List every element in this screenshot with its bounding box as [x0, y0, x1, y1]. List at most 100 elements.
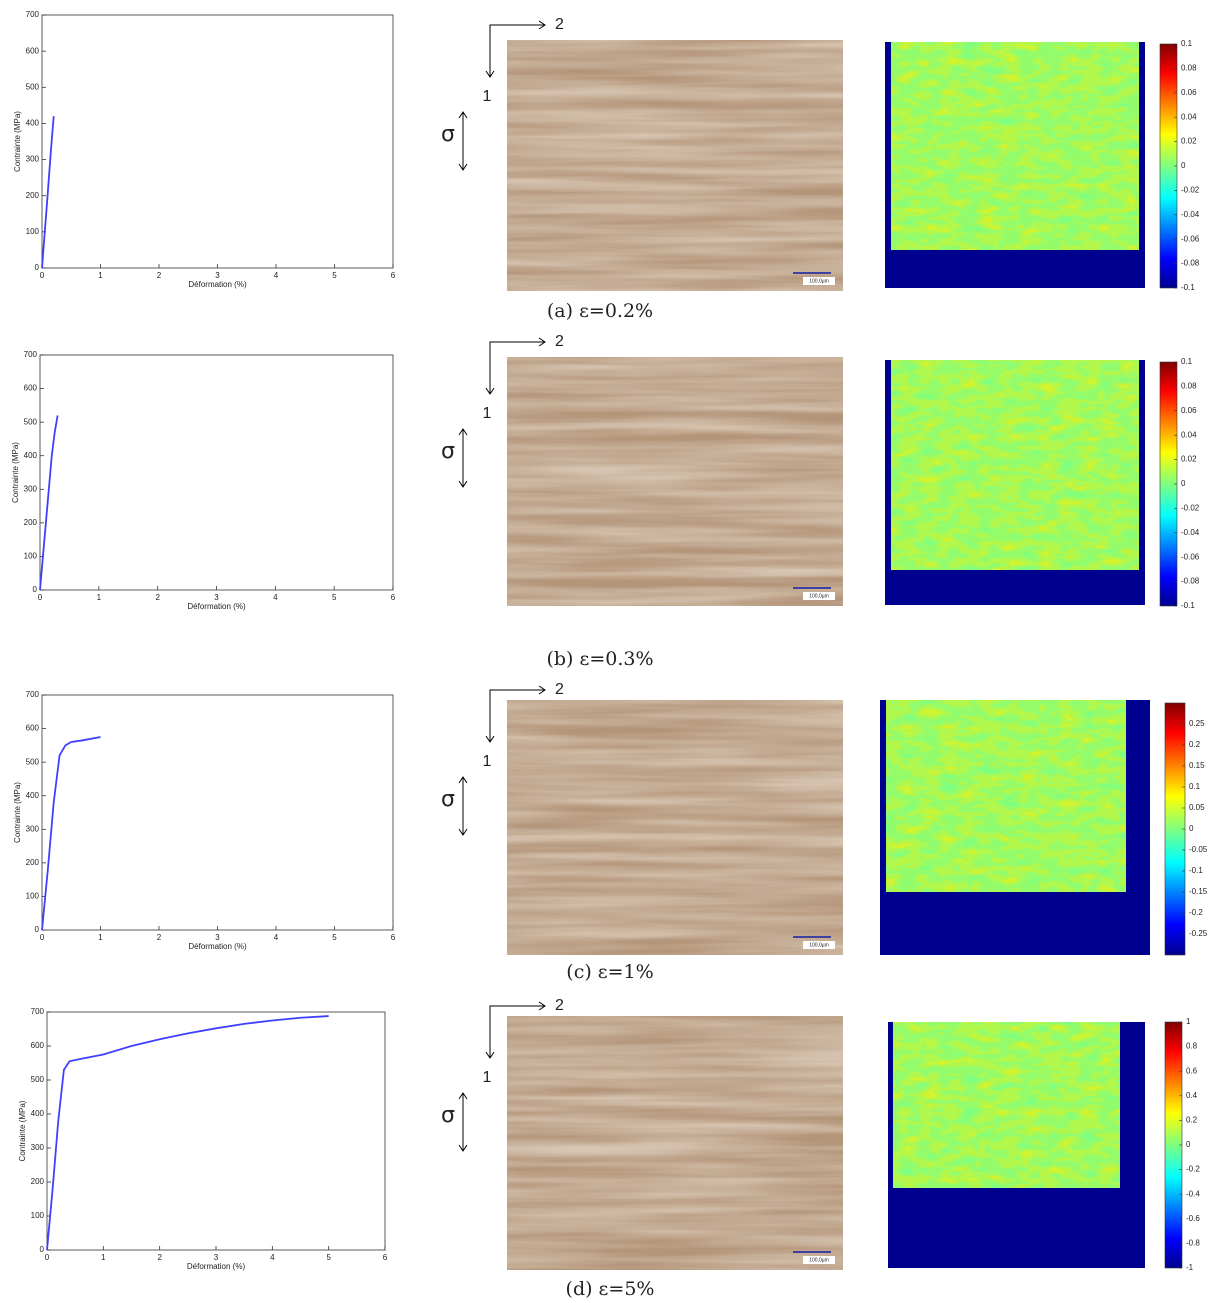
y-tick-label: 100: [26, 892, 40, 901]
y-tick-label: 700: [31, 1007, 45, 1016]
y-tick-label: 300: [31, 1143, 45, 1152]
x-tick-label: 4: [273, 593, 278, 602]
x-tick-label: 1: [101, 1253, 106, 1262]
y-tick-label: 100: [26, 227, 40, 236]
y-tick-label: 700: [26, 690, 40, 699]
colorbar-tick-label: 0.2: [1186, 1116, 1198, 1125]
colorbar-tick-label: 0.1: [1189, 782, 1201, 791]
x-tick-label: 1: [98, 271, 103, 280]
colorbar-tick-label: 1: [1186, 1017, 1191, 1026]
plot-area: [39, 354, 394, 591]
x-tick-label: 0: [40, 271, 45, 280]
x-tick-label: 1: [97, 593, 102, 602]
y-tick-label: 0: [35, 925, 40, 934]
colorbar-tick-label: -0.15: [1189, 887, 1208, 896]
colorbar-tick-label: 0.06: [1181, 406, 1197, 415]
colorbar-tick-label: -0.8: [1186, 1239, 1200, 1248]
colorbar-tick-label: -0.1: [1181, 601, 1195, 610]
caption: (c) ε=1%: [566, 961, 653, 983]
scale-bar-label: 100,0µm: [809, 593, 829, 599]
colorbar-tick-label: -0.05: [1189, 845, 1208, 854]
colorbar-tick-label: 0.25: [1189, 719, 1205, 728]
x-axis-label: Déformation (%): [187, 602, 246, 611]
arrow-head: [485, 1001, 546, 1059]
axis-arrows: [489, 689, 545, 742]
x-tick-label: 4: [270, 1253, 275, 1262]
stress-strain-curve: [39, 415, 59, 591]
x-tick-label: 5: [332, 933, 337, 942]
colorbar-tick-label: -0.08: [1181, 259, 1200, 268]
y-tick-label: 600: [31, 1041, 45, 1050]
y-tick-label: 100: [24, 552, 38, 561]
colorbar-tick-label: 0: [1181, 161, 1186, 170]
y-tick-label: 600: [26, 724, 40, 733]
y-tick-label: 600: [26, 46, 40, 55]
colorbar-tick-label: -0.02: [1181, 504, 1200, 513]
x-tick-label: 3: [214, 593, 219, 602]
axis-2-label: 2: [555, 681, 564, 698]
stress-strain-curve: [46, 1015, 329, 1251]
caption: (b) ε=0.3%: [546, 648, 653, 670]
stress-label: σ: [441, 439, 455, 464]
arrow-head: [485, 685, 546, 743]
y-tick-label: 200: [26, 191, 40, 200]
x-tick-label: 4: [274, 933, 279, 942]
x-axis-label: Déformation (%): [188, 942, 247, 951]
x-tick-label: 2: [157, 1253, 162, 1262]
colorbar-tick-label: -0.06: [1181, 552, 1200, 561]
colorbar-tick-label: -0.6: [1186, 1214, 1200, 1223]
y-tick-label: 500: [26, 757, 40, 766]
y-tick-label: 400: [31, 1109, 45, 1118]
stress-label: σ: [441, 122, 455, 147]
colorbar-tick-label: -0.25: [1189, 929, 1208, 938]
axis-arrows: [489, 24, 545, 77]
plot-area: [46, 1011, 386, 1251]
x-tick-label: 1: [98, 933, 103, 942]
colorbar-tick-label: 0.15: [1189, 761, 1205, 770]
colorbar-tick-label: 0.05: [1189, 803, 1205, 812]
colorbar-tick-label: 0.8: [1186, 1042, 1198, 1051]
x-tick-label: 5: [326, 1253, 331, 1262]
colorbar-tick-label: 0.08: [1181, 64, 1197, 73]
x-tick-label: 6: [391, 593, 396, 602]
colorbar-tick-label: 0.1: [1181, 357, 1193, 366]
colorbar-tick-label: -0.1: [1189, 866, 1203, 875]
y-tick-label: 700: [24, 350, 38, 359]
x-tick-label: 2: [157, 933, 162, 942]
stress-arrow: [458, 1092, 468, 1152]
axis-2-label: 2: [555, 333, 564, 350]
y-tick-label: 0: [33, 585, 38, 594]
axis-1-label: 1: [483, 753, 492, 770]
colorbar-tick-label: 0: [1181, 479, 1186, 488]
scale-bar-label: 100,0µm: [809, 942, 829, 948]
x-axis-label: Déformation (%): [188, 280, 247, 289]
x-tick-label: 5: [332, 593, 337, 602]
colorbar-tick-label: -0.4: [1186, 1189, 1200, 1198]
colorbar-tick-label: 0.04: [1181, 430, 1197, 439]
micrograph-texture: [507, 700, 843, 955]
x-tick-label: 6: [391, 933, 396, 942]
y-tick-label: 400: [24, 451, 38, 460]
axis-1-label: 1: [483, 1069, 492, 1086]
axis-2-label: 2: [555, 16, 564, 33]
stress-strain-curve: [41, 736, 101, 931]
x-axis-label: Déformation (%): [187, 1262, 246, 1271]
y-tick-label: 200: [26, 858, 40, 867]
colorbar-tick-label: 0.02: [1181, 455, 1197, 464]
y-tick-label: 500: [31, 1075, 45, 1084]
colorbar-tick-label: -0.06: [1181, 234, 1200, 243]
plot-area: [41, 694, 394, 931]
stress-arrow: [458, 111, 468, 171]
arrow-head: [485, 20, 546, 78]
x-tick-label: 6: [383, 1253, 388, 1262]
x-tick-label: 0: [38, 593, 43, 602]
colorbar-tick-label: 0.02: [1181, 137, 1197, 146]
stress-strain-curve: [41, 116, 55, 269]
axis-arrows: [489, 341, 545, 394]
caption: (d) ε=5%: [566, 1278, 655, 1300]
y-axis-label: Contrainte (MPa): [13, 111, 22, 172]
y-tick-label: 500: [24, 417, 38, 426]
colorbar-tick-label: -0.04: [1181, 528, 1200, 537]
scale-bar-box: [803, 592, 835, 600]
